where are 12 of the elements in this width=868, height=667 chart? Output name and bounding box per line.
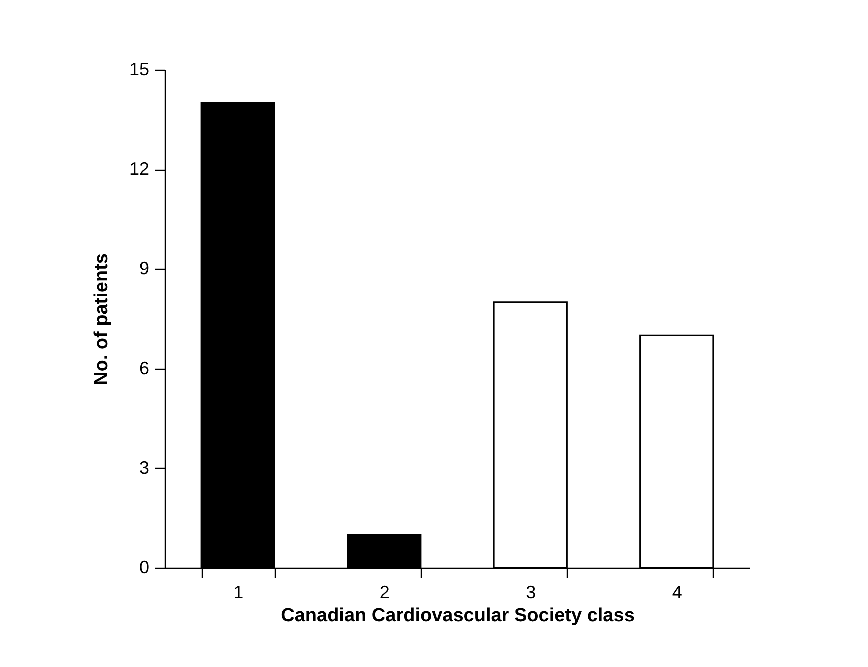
- x-tick-label: 4: [672, 582, 682, 602]
- x-tick-label: 3: [526, 582, 536, 602]
- x-tick-label: 2: [380, 582, 390, 602]
- y-tick-label: 15: [129, 60, 150, 80]
- y-tick-label: 0: [139, 558, 150, 578]
- y-tick-label: 9: [139, 258, 150, 279]
- y-axis-title: No. of patients: [91, 254, 112, 386]
- x-axis-title: Canadian Cardiovascular Society class: [281, 606, 635, 626]
- y-tick-label: 12: [129, 159, 150, 180]
- x-tick-label: 1: [234, 582, 244, 602]
- y-tick-label: 6: [139, 358, 150, 378]
- y-tick-label: 3: [139, 458, 150, 478]
